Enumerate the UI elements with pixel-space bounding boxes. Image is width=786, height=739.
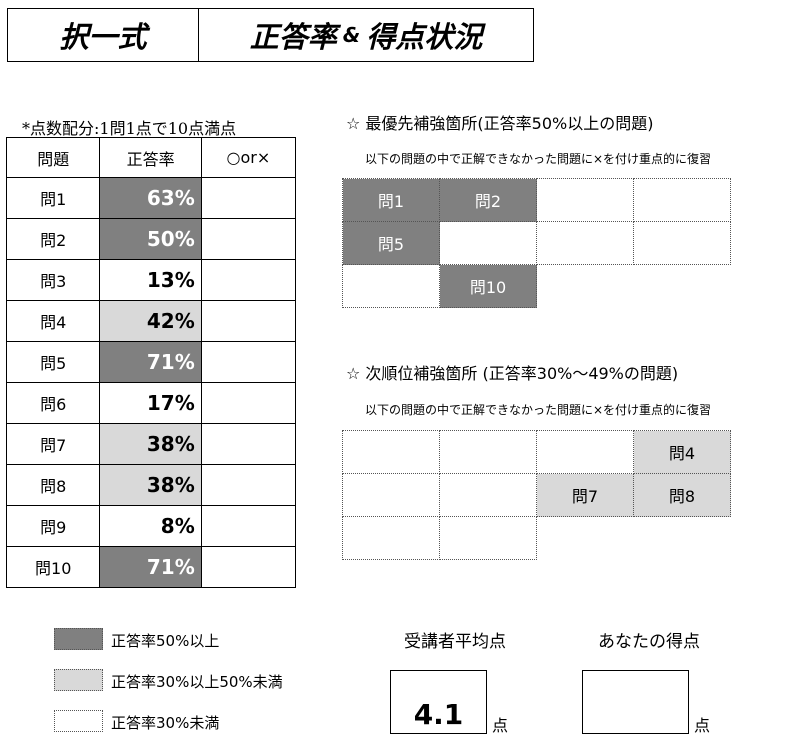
header-question: 問題 xyxy=(5,137,101,178)
grid-cell-empty xyxy=(342,430,440,474)
secondary-title: ☆ 次順位補強箇所 (正答率30%〜49%の問題) xyxy=(346,364,679,383)
grid-cell-empty xyxy=(439,221,537,265)
header-left-title: 択一式 xyxy=(8,9,199,61)
results-table: 問題 正答率 ○or× 問1 63% 問2 50% 問3 13% 問4 42% 問5 71% 問6 1… xyxy=(5,137,297,588)
average-score-label: 受講者平均点 xyxy=(404,632,506,652)
rate-cell: 38% xyxy=(99,464,202,506)
question-cell: 問8 xyxy=(5,464,101,506)
legend-label-low: 正答率30%未満 xyxy=(111,714,220,732)
grid-row: 問4 xyxy=(342,430,731,474)
table-row: 問9 8% xyxy=(5,505,297,547)
table-row: 問3 13% xyxy=(5,259,297,301)
grid-row: 問7 問8 xyxy=(342,473,731,517)
secondary-subtitle: 以下の問題の中で正解できなかった問題に×を付け重点的に復習 xyxy=(365,403,712,417)
header-title-amp: & xyxy=(342,23,361,47)
grid-cell-empty xyxy=(536,178,634,222)
grid-cell-empty xyxy=(342,473,440,517)
grid-cell-empty xyxy=(439,430,537,474)
table-row: 問1 63% xyxy=(5,177,297,219)
mark-cell[interactable] xyxy=(200,505,297,547)
average-score-unit: 点 xyxy=(492,716,509,735)
grid-cell-question: 問8 xyxy=(633,473,731,517)
question-cell: 問6 xyxy=(5,382,101,424)
mark-cell[interactable] xyxy=(200,218,297,260)
table-row: 問7 38% xyxy=(5,423,297,465)
legend-swatch-low xyxy=(54,710,103,732)
question-cell: 問4 xyxy=(5,300,101,342)
rate-cell: 13% xyxy=(99,259,202,301)
priority-title: ☆ 最優先補強箇所(正答率50%以上の問題) xyxy=(346,114,654,133)
mark-cell[interactable] xyxy=(200,300,297,342)
secondary-grid: 問4 問7 問8 xyxy=(342,430,731,560)
question-cell: 問9 xyxy=(5,505,101,547)
table-row: 問6 17% xyxy=(5,382,297,424)
question-cell: 問3 xyxy=(5,259,101,301)
legend-label-high: 正答率50%以上 xyxy=(111,632,220,650)
mark-cell[interactable] xyxy=(200,464,297,506)
table-row: 問8 38% xyxy=(5,464,297,506)
question-cell: 問2 xyxy=(5,218,101,260)
mark-cell[interactable] xyxy=(200,382,297,424)
legend-label-mid: 正答率30%以上50%未満 xyxy=(111,673,283,691)
header-box: 択一式 正答率 & 得点状況 xyxy=(7,8,534,62)
mark-cell[interactable] xyxy=(200,423,297,465)
table-row: 問10 71% xyxy=(5,546,297,588)
table-header-row: 問題 正答率 ○or× xyxy=(5,137,297,178)
rate-cell: 8% xyxy=(99,505,202,547)
grid-cell-question: 問4 xyxy=(633,430,731,474)
table-row: 問4 42% xyxy=(5,300,297,342)
header-title-part-a: 正答率 xyxy=(249,20,337,54)
mark-cell[interactable] xyxy=(200,259,297,301)
grid-cell-empty xyxy=(439,473,537,517)
grid-row: 問10 xyxy=(342,264,731,308)
mark-cell[interactable] xyxy=(200,341,297,383)
grid-cell-empty xyxy=(536,430,634,474)
grid-cell-empty xyxy=(536,221,634,265)
your-score-box[interactable] xyxy=(582,670,689,734)
table-row: 問2 50% xyxy=(5,218,297,260)
grid-cell-empty xyxy=(342,264,440,308)
question-cell: 問5 xyxy=(5,341,101,383)
header-right-title: 正答率 & 得点状況 xyxy=(199,9,533,61)
rate-cell: 42% xyxy=(99,300,202,342)
question-cell: 問10 xyxy=(5,546,101,588)
mark-cell[interactable] xyxy=(200,546,297,588)
question-cell: 問7 xyxy=(5,423,101,465)
legend-swatch-high xyxy=(54,628,103,650)
grid-cell-question: 問1 xyxy=(342,178,440,222)
mark-cell[interactable] xyxy=(200,177,297,219)
grid-row: 問5 xyxy=(342,221,731,265)
question-cell: 問1 xyxy=(5,177,101,219)
your-score-unit: 点 xyxy=(694,716,711,735)
rate-cell: 63% xyxy=(99,177,202,219)
grid-cell-question: 問5 xyxy=(342,221,440,265)
grid-row xyxy=(342,516,731,560)
rate-cell: 38% xyxy=(99,423,202,465)
rate-cell: 71% xyxy=(99,546,202,588)
priority-subtitle: 以下の問題の中で正解できなかった問題に×を付け重点的に復習 xyxy=(365,152,712,166)
grid-cell-empty xyxy=(633,221,731,265)
average-score-box: 4.1 xyxy=(390,670,487,734)
grid-cell-empty xyxy=(439,516,537,560)
average-score-value: 4.1 xyxy=(413,698,464,731)
grid-cell-question: 問7 xyxy=(536,473,634,517)
table-row: 問5 71% xyxy=(5,341,297,383)
header-rate: 正答率 xyxy=(99,137,202,178)
grid-cell-empty xyxy=(633,178,731,222)
priority-grid: 問1 問2 問5 問10 xyxy=(342,178,731,308)
grid-cell-empty xyxy=(342,516,440,560)
rate-cell: 50% xyxy=(99,218,202,260)
grid-cell-question: 問2 xyxy=(439,178,537,222)
your-score-label: あなたの得点 xyxy=(598,632,700,652)
header-title-part-b: 得点状況 xyxy=(366,20,483,54)
rate-cell: 17% xyxy=(99,382,202,424)
legend-swatch-mid xyxy=(54,669,103,691)
grid-cell-question: 問10 xyxy=(439,264,537,308)
header-mark: ○or× xyxy=(200,137,297,178)
grid-row: 問1 問2 xyxy=(342,178,731,222)
rate-cell: 71% xyxy=(99,341,202,383)
scoring-note: *点数配分:1問1点で10点満点 xyxy=(22,119,237,138)
